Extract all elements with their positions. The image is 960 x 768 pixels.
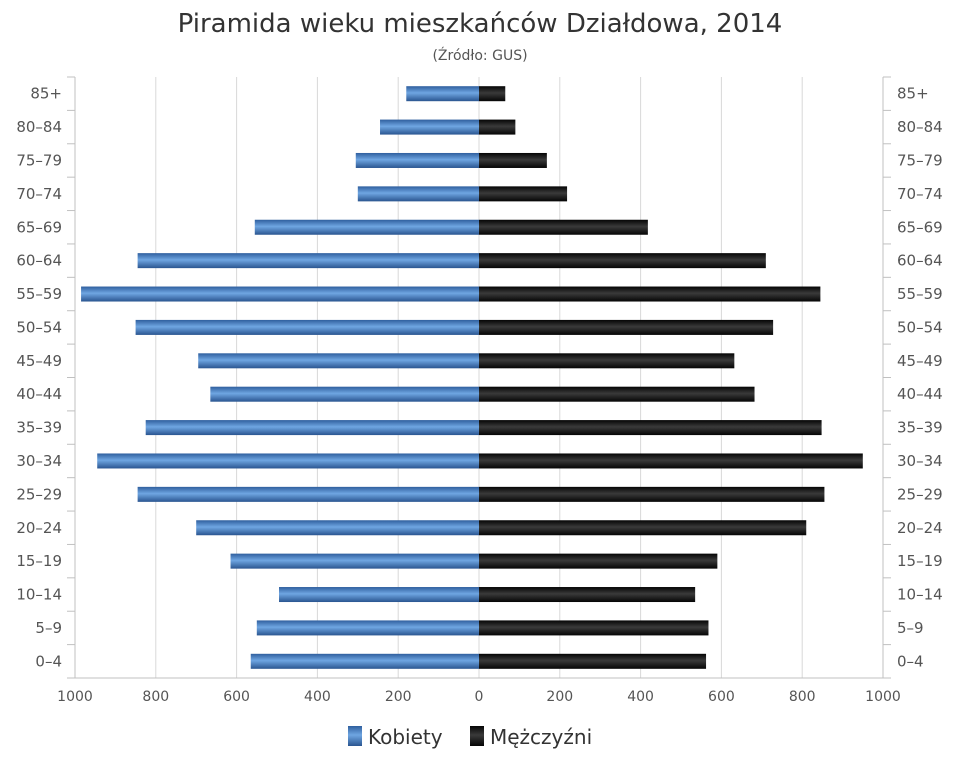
bar-women-7[interactable] [135, 319, 479, 335]
category-label-left-16: 5–9 [35, 619, 62, 637]
x-tick-label-5: 0 [475, 689, 484, 705]
legend-label-1: Mężczyźni [490, 725, 592, 749]
bar-women-14[interactable] [230, 553, 479, 569]
x-tick-label-6: 200 [546, 689, 573, 705]
category-label-left-11: 30–34 [16, 452, 62, 470]
category-label-left-1: 80–84 [16, 118, 62, 136]
category-label-right-14: 15–19 [897, 552, 943, 570]
bar-men-8[interactable] [479, 353, 735, 369]
bar-women-17[interactable] [250, 653, 479, 669]
category-label-right-1: 80–84 [897, 118, 943, 136]
legend[interactable]: Kobiety Mężczyźni [348, 725, 592, 749]
bar-men-6[interactable] [479, 286, 821, 302]
x-tick-label-8: 600 [708, 689, 735, 705]
bar-women-16[interactable] [256, 620, 479, 636]
bar-women-5[interactable] [137, 253, 479, 269]
bar-men-17[interactable] [479, 653, 707, 669]
bar-women-9[interactable] [210, 386, 479, 402]
x-tick-label-0: 1000 [57, 689, 93, 705]
category-label-left-12: 25–29 [16, 485, 62, 503]
legend-label-0: Kobiety [368, 725, 443, 749]
bar-women-12[interactable] [137, 486, 479, 502]
category-label-left-8: 45–49 [16, 352, 62, 370]
bar-women-1[interactable] [380, 119, 479, 135]
x-tick-label-9: 800 [789, 689, 816, 705]
x-tick-label-4: 200 [385, 689, 412, 705]
category-label-right-16: 5–9 [897, 619, 924, 637]
category-label-right-6: 55–59 [897, 285, 943, 303]
bar-women-3[interactable] [357, 186, 479, 202]
legend-item-men[interactable]: Mężczyźni [470, 725, 592, 749]
category-label-right-12: 25–29 [897, 485, 943, 503]
category-labels: 85+ 85+ 80–84 80–84 75–79 75–79 70–74 70–74 65–6… [16, 85, 942, 671]
bar-women-0[interactable] [406, 86, 479, 102]
bar-women-10[interactable] [145, 420, 479, 436]
category-label-left-5: 60–64 [16, 252, 62, 270]
x-tick-label-2: 600 [223, 689, 250, 705]
bar-men-1[interactable] [479, 119, 516, 135]
x-tick-labels: 1000 800 600 400 200 0 200 400 600 800 1000 [57, 689, 901, 705]
category-label-left-13: 20–24 [16, 519, 62, 537]
category-label-right-4: 65–69 [897, 218, 943, 236]
category-label-left-9: 40–44 [16, 385, 62, 403]
category-label-right-15: 10–14 [897, 586, 943, 604]
bar-men-10[interactable] [479, 420, 822, 436]
axes [67, 76, 891, 679]
category-label-left-14: 15–19 [16, 552, 62, 570]
bar-women-8[interactable] [198, 353, 479, 369]
category-label-left-15: 10–14 [16, 586, 62, 604]
category-label-left-6: 55–59 [16, 285, 62, 303]
category-label-right-11: 30–34 [897, 452, 943, 470]
category-label-left-2: 75–79 [16, 151, 62, 169]
category-label-right-0: 85+ [897, 85, 929, 103]
chart-title: Piramida wieku mieszkańców Działdowa, 20… [178, 9, 783, 39]
category-label-right-2: 75–79 [897, 151, 943, 169]
category-label-left-0: 85+ [30, 85, 62, 103]
x-tick-label-3: 400 [304, 689, 331, 705]
category-label-right-8: 45–49 [897, 352, 943, 370]
legend-item-women[interactable]: Kobiety [348, 725, 443, 749]
bar-men-3[interactable] [479, 186, 568, 202]
category-label-left-7: 50–54 [16, 318, 62, 336]
bar-women-15[interactable] [279, 587, 479, 603]
bar-men-2[interactable] [479, 152, 547, 168]
category-label-left-10: 35–39 [16, 419, 62, 437]
category-label-right-7: 50–54 [897, 318, 943, 336]
bars [81, 86, 863, 669]
bar-women-2[interactable] [355, 152, 479, 168]
bar-men-0[interactable] [479, 86, 506, 102]
x-tick-label-10: 1000 [865, 689, 901, 705]
legend-swatch-1 [470, 726, 484, 746]
bar-men-16[interactable] [479, 620, 709, 636]
category-label-left-17: 0–4 [35, 652, 62, 670]
bar-men-7[interactable] [479, 319, 774, 335]
bar-men-11[interactable] [479, 453, 863, 469]
bar-men-14[interactable] [479, 553, 718, 569]
category-label-right-17: 0–4 [897, 652, 924, 670]
bar-women-6[interactable] [81, 286, 479, 302]
x-tick-label-7: 400 [627, 689, 654, 705]
category-label-right-13: 20–24 [897, 519, 943, 537]
bar-men-15[interactable] [479, 587, 696, 603]
chart-subtitle: (Źródło: GUS) [432, 46, 527, 64]
category-label-right-5: 60–64 [897, 252, 943, 270]
bar-men-13[interactable] [479, 520, 807, 536]
bar-women-4[interactable] [254, 219, 479, 235]
bar-women-13[interactable] [196, 520, 479, 536]
category-label-right-9: 40–44 [897, 385, 943, 403]
bar-women-11[interactable] [97, 453, 479, 469]
category-label-right-10: 35–39 [897, 419, 943, 437]
legend-swatch-0 [348, 726, 362, 746]
category-label-right-3: 70–74 [897, 185, 943, 203]
x-tick-label-1: 800 [142, 689, 169, 705]
bar-men-12[interactable] [479, 486, 825, 502]
bar-men-9[interactable] [479, 386, 755, 402]
bar-men-5[interactable] [479, 253, 766, 269]
category-label-left-4: 65–69 [16, 218, 62, 236]
category-label-left-3: 70–74 [16, 185, 62, 203]
bar-men-4[interactable] [479, 219, 648, 235]
